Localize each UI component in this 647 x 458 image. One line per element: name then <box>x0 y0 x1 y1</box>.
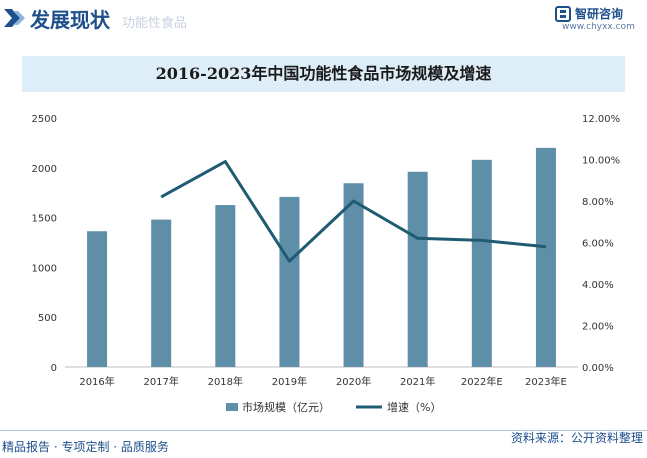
y-left-tick-label: 2000 <box>32 164 57 175</box>
bar <box>535 147 556 367</box>
x-tick-label: 2019年 <box>272 375 307 388</box>
footer-source: 资料来源：公开资料整理 <box>510 431 643 445</box>
y-right-tick-label: 2.00% <box>582 322 614 333</box>
x-tick-label: 2022年E <box>461 375 503 388</box>
y-left-tick-label: 500 <box>38 313 57 324</box>
brand-logo-icon <box>555 5 571 22</box>
y-left-tick-label: 2500 <box>32 114 57 125</box>
section-title: 发展现状 <box>30 8 110 32</box>
double-chevron-icon <box>4 9 25 27</box>
bar <box>343 183 364 367</box>
brand-url: www.chyxx.com <box>562 22 635 32</box>
y-right-tick-label: 12.00% <box>582 114 620 125</box>
chart-title: 2016-2023年中国功能性食品市场规模及增速 <box>155 64 492 83</box>
chart-title-band <box>22 56 625 92</box>
x-tick-label: 2016年 <box>79 375 114 388</box>
y-right-tick-label: 6.00% <box>582 239 614 250</box>
bar <box>471 159 492 367</box>
brand: 智研咨询 <box>555 5 623 22</box>
bar <box>87 231 108 367</box>
legend-bar-label: 市场规模（亿元） <box>242 400 330 414</box>
x-tick-label: 2018年 <box>208 375 243 388</box>
y-right-tick-label: 4.00% <box>582 280 614 291</box>
bar <box>215 205 236 367</box>
legend-line-label: 增速（%） <box>387 400 441 414</box>
footer-tagline: 精品报告 · 专项定制 · 品质服务 <box>2 440 169 454</box>
bar <box>279 196 300 367</box>
x-tick-label: 2021年 <box>400 375 435 388</box>
y-left-tick-label: 1500 <box>32 214 57 225</box>
bar <box>151 219 172 367</box>
x-tick-label: 2020年 <box>336 375 371 388</box>
x-tick-label: 2023年E <box>525 375 567 388</box>
y-right-tick-label: 0.00% <box>582 363 614 374</box>
brand-name: 智研咨询 <box>575 7 624 21</box>
x-tick-label: 2017年 <box>143 375 178 388</box>
header-bar: 发展现状 功能性食品 智研咨询 www.chyxx.com <box>0 0 647 35</box>
growth-rate-line <box>160 160 547 263</box>
faded-subtitle: 功能性食品 <box>122 16 188 31</box>
y-right-tick-label: 10.00% <box>582 156 620 167</box>
y-left-tick-label: 0 <box>51 363 57 374</box>
bar <box>407 171 428 367</box>
footer-divider <box>0 430 647 431</box>
y-left-tick-label: 1000 <box>32 263 57 274</box>
chart-area: 0 500 1000 1500 2000 2500 0.00% 2.00% 4.00% 6.00%… <box>32 114 621 414</box>
y-right-tick-label: 8.00% <box>582 197 614 208</box>
legend-bar-swatch <box>226 403 238 411</box>
